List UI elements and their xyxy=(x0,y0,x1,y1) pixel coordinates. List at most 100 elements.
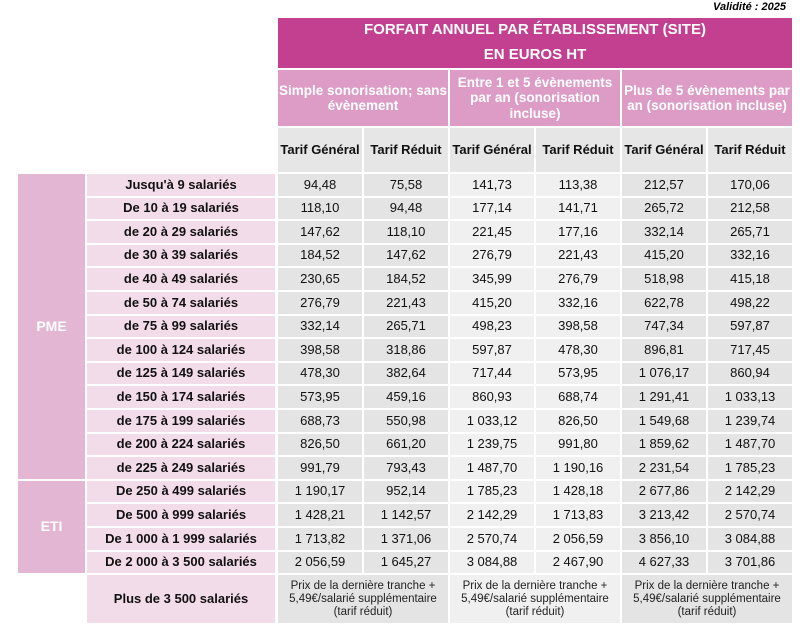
price-cell: 75,58 xyxy=(364,174,448,196)
price-cell: 4 627,33 xyxy=(622,551,706,574)
price-cell: 498,22 xyxy=(708,292,792,314)
row-label: Plus de 3 500 salariés xyxy=(87,575,275,624)
price-cell: 415,20 xyxy=(450,292,534,314)
price-cell: 94,48 xyxy=(364,197,448,220)
price-cell: 212,57 xyxy=(622,174,706,196)
row-label: de 75 à 99 salariés xyxy=(87,315,275,338)
price-cell: 826,50 xyxy=(278,433,362,456)
sub-header: Tarif Général xyxy=(622,128,706,172)
price-cell: 1 190,17 xyxy=(278,480,362,503)
price-cell: 141,71 xyxy=(536,197,620,220)
price-cell: 1 785,23 xyxy=(708,457,792,479)
price-cell: 332,14 xyxy=(622,221,706,243)
price-cell: 2 231,54 xyxy=(622,457,706,479)
price-cell: 221,43 xyxy=(536,244,620,267)
price-cell: 332,16 xyxy=(708,244,792,267)
row-label: de 200 à 224 salariés xyxy=(87,433,275,456)
row-label: de 100 à 124 salariés xyxy=(87,339,275,361)
price-cell: 221,43 xyxy=(364,292,448,314)
note-cell: Prix de la dernière tranche + 5,49€/sala… xyxy=(450,575,620,624)
price-cell: 1 549,68 xyxy=(622,410,706,432)
price-cell: 2 142,29 xyxy=(450,504,534,526)
price-cell: 1 239,74 xyxy=(708,410,792,432)
price-cell: 147,62 xyxy=(364,244,448,267)
price-cell: 573,95 xyxy=(278,386,362,408)
price-cell: 398,58 xyxy=(536,315,620,338)
price-cell: 177,16 xyxy=(536,221,620,243)
price-cell: 459,16 xyxy=(364,386,448,408)
row-label: de 50 à 74 salariés xyxy=(87,292,275,314)
row-label: de 150 à 174 salariés xyxy=(87,386,275,408)
price-cell: 3 084,88 xyxy=(708,528,792,550)
price-cell: 113,38 xyxy=(536,174,620,196)
price-cell: 1 033,13 xyxy=(708,386,792,408)
price-cell: 2 570,74 xyxy=(708,504,792,526)
price-cell: 265,71 xyxy=(708,221,792,243)
row-label: Jusqu'à 9 salariés xyxy=(87,174,275,196)
price-cell: 318,86 xyxy=(364,339,448,361)
price-cell: 2 056,59 xyxy=(278,551,362,574)
price-cell: 550,98 xyxy=(364,410,448,432)
price-cell: 170,06 xyxy=(708,174,792,196)
price-cell: 860,93 xyxy=(450,386,534,408)
price-cell: 2 467,90 xyxy=(536,551,620,574)
price-cell: 1 713,83 xyxy=(536,504,620,526)
price-cell: 478,30 xyxy=(536,339,620,361)
price-cell: 3 856,10 xyxy=(622,528,706,550)
note-cell: Prix de la dernière tranche + 5,49€/sala… xyxy=(278,575,448,624)
price-cell: 860,94 xyxy=(708,362,792,385)
segment-label: ETI xyxy=(18,480,85,574)
row-label: de 225 à 249 salariés xyxy=(87,457,275,479)
price-cell: 622,78 xyxy=(622,292,706,314)
price-cell: 1 785,23 xyxy=(450,480,534,503)
price-cell: 398,58 xyxy=(278,339,362,361)
price-cell: 276,79 xyxy=(450,244,534,267)
price-cell: 276,79 xyxy=(278,292,362,314)
price-cell: 1 487,70 xyxy=(450,457,534,479)
price-cell: 147,62 xyxy=(278,221,362,243)
price-cell: 94,48 xyxy=(278,174,362,196)
price-cell: 3 701,86 xyxy=(708,551,792,574)
price-cell: 2 056,59 xyxy=(536,528,620,550)
row-label: De 10 à 19 salariés xyxy=(87,197,275,220)
segment-label: PME xyxy=(18,174,85,479)
price-cell: 1 428,21 xyxy=(278,504,362,526)
price-cell: 717,44 xyxy=(450,362,534,385)
row-label: de 30 à 39 salariés xyxy=(87,244,275,267)
sub-header: Tarif Général xyxy=(278,128,362,172)
price-cell: 2 142,29 xyxy=(708,480,792,503)
price-cell: 184,52 xyxy=(364,268,448,290)
row-label: de 175 à 199 salariés xyxy=(87,410,275,432)
row-label: De 500 à 999 salariés xyxy=(87,504,275,526)
row-label: de 125 à 149 salariés xyxy=(87,362,275,385)
price-cell: 518,98 xyxy=(622,268,706,290)
price-cell: 1 076,17 xyxy=(622,362,706,385)
note-cell: Prix de la dernière tranche + 5,49€/sala… xyxy=(622,575,792,624)
price-cell: 1 859,62 xyxy=(622,433,706,456)
validity: Validité : 2025 xyxy=(713,1,786,13)
price-cell: 498,23 xyxy=(450,315,534,338)
group-header: Entre 1 et 5 évènements par an (sonorisa… xyxy=(450,70,620,126)
sub-header: Tarif Réduit xyxy=(364,128,448,172)
price-cell: 265,71 xyxy=(364,315,448,338)
sub-header: Tarif Général xyxy=(450,128,534,172)
price-cell: 478,30 xyxy=(278,362,362,385)
price-cell: 717,45 xyxy=(708,339,792,361)
price-cell: 688,74 xyxy=(536,386,620,408)
price-cell: 2 570,74 xyxy=(450,528,534,550)
price-cell: 896,81 xyxy=(622,339,706,361)
price-cell: 1 190,16 xyxy=(536,457,620,479)
sub-header: Tarif Réduit xyxy=(708,128,792,172)
price-cell: 597,87 xyxy=(708,315,792,338)
price-cell: 415,20 xyxy=(622,244,706,267)
title-line: EN EUROS HT xyxy=(278,43,792,68)
price-cell: 382,64 xyxy=(364,362,448,385)
group-header: Simple sonorisation; sans évènement xyxy=(278,70,448,126)
price-cell: 661,20 xyxy=(364,433,448,456)
row-label: de 40 à 49 salariés xyxy=(87,268,275,290)
price-cell: 1 033,12 xyxy=(450,410,534,432)
price-cell: 1 713,82 xyxy=(278,528,362,550)
price-cell: 184,52 xyxy=(278,244,362,267)
price-cell: 1 371,06 xyxy=(364,528,448,550)
